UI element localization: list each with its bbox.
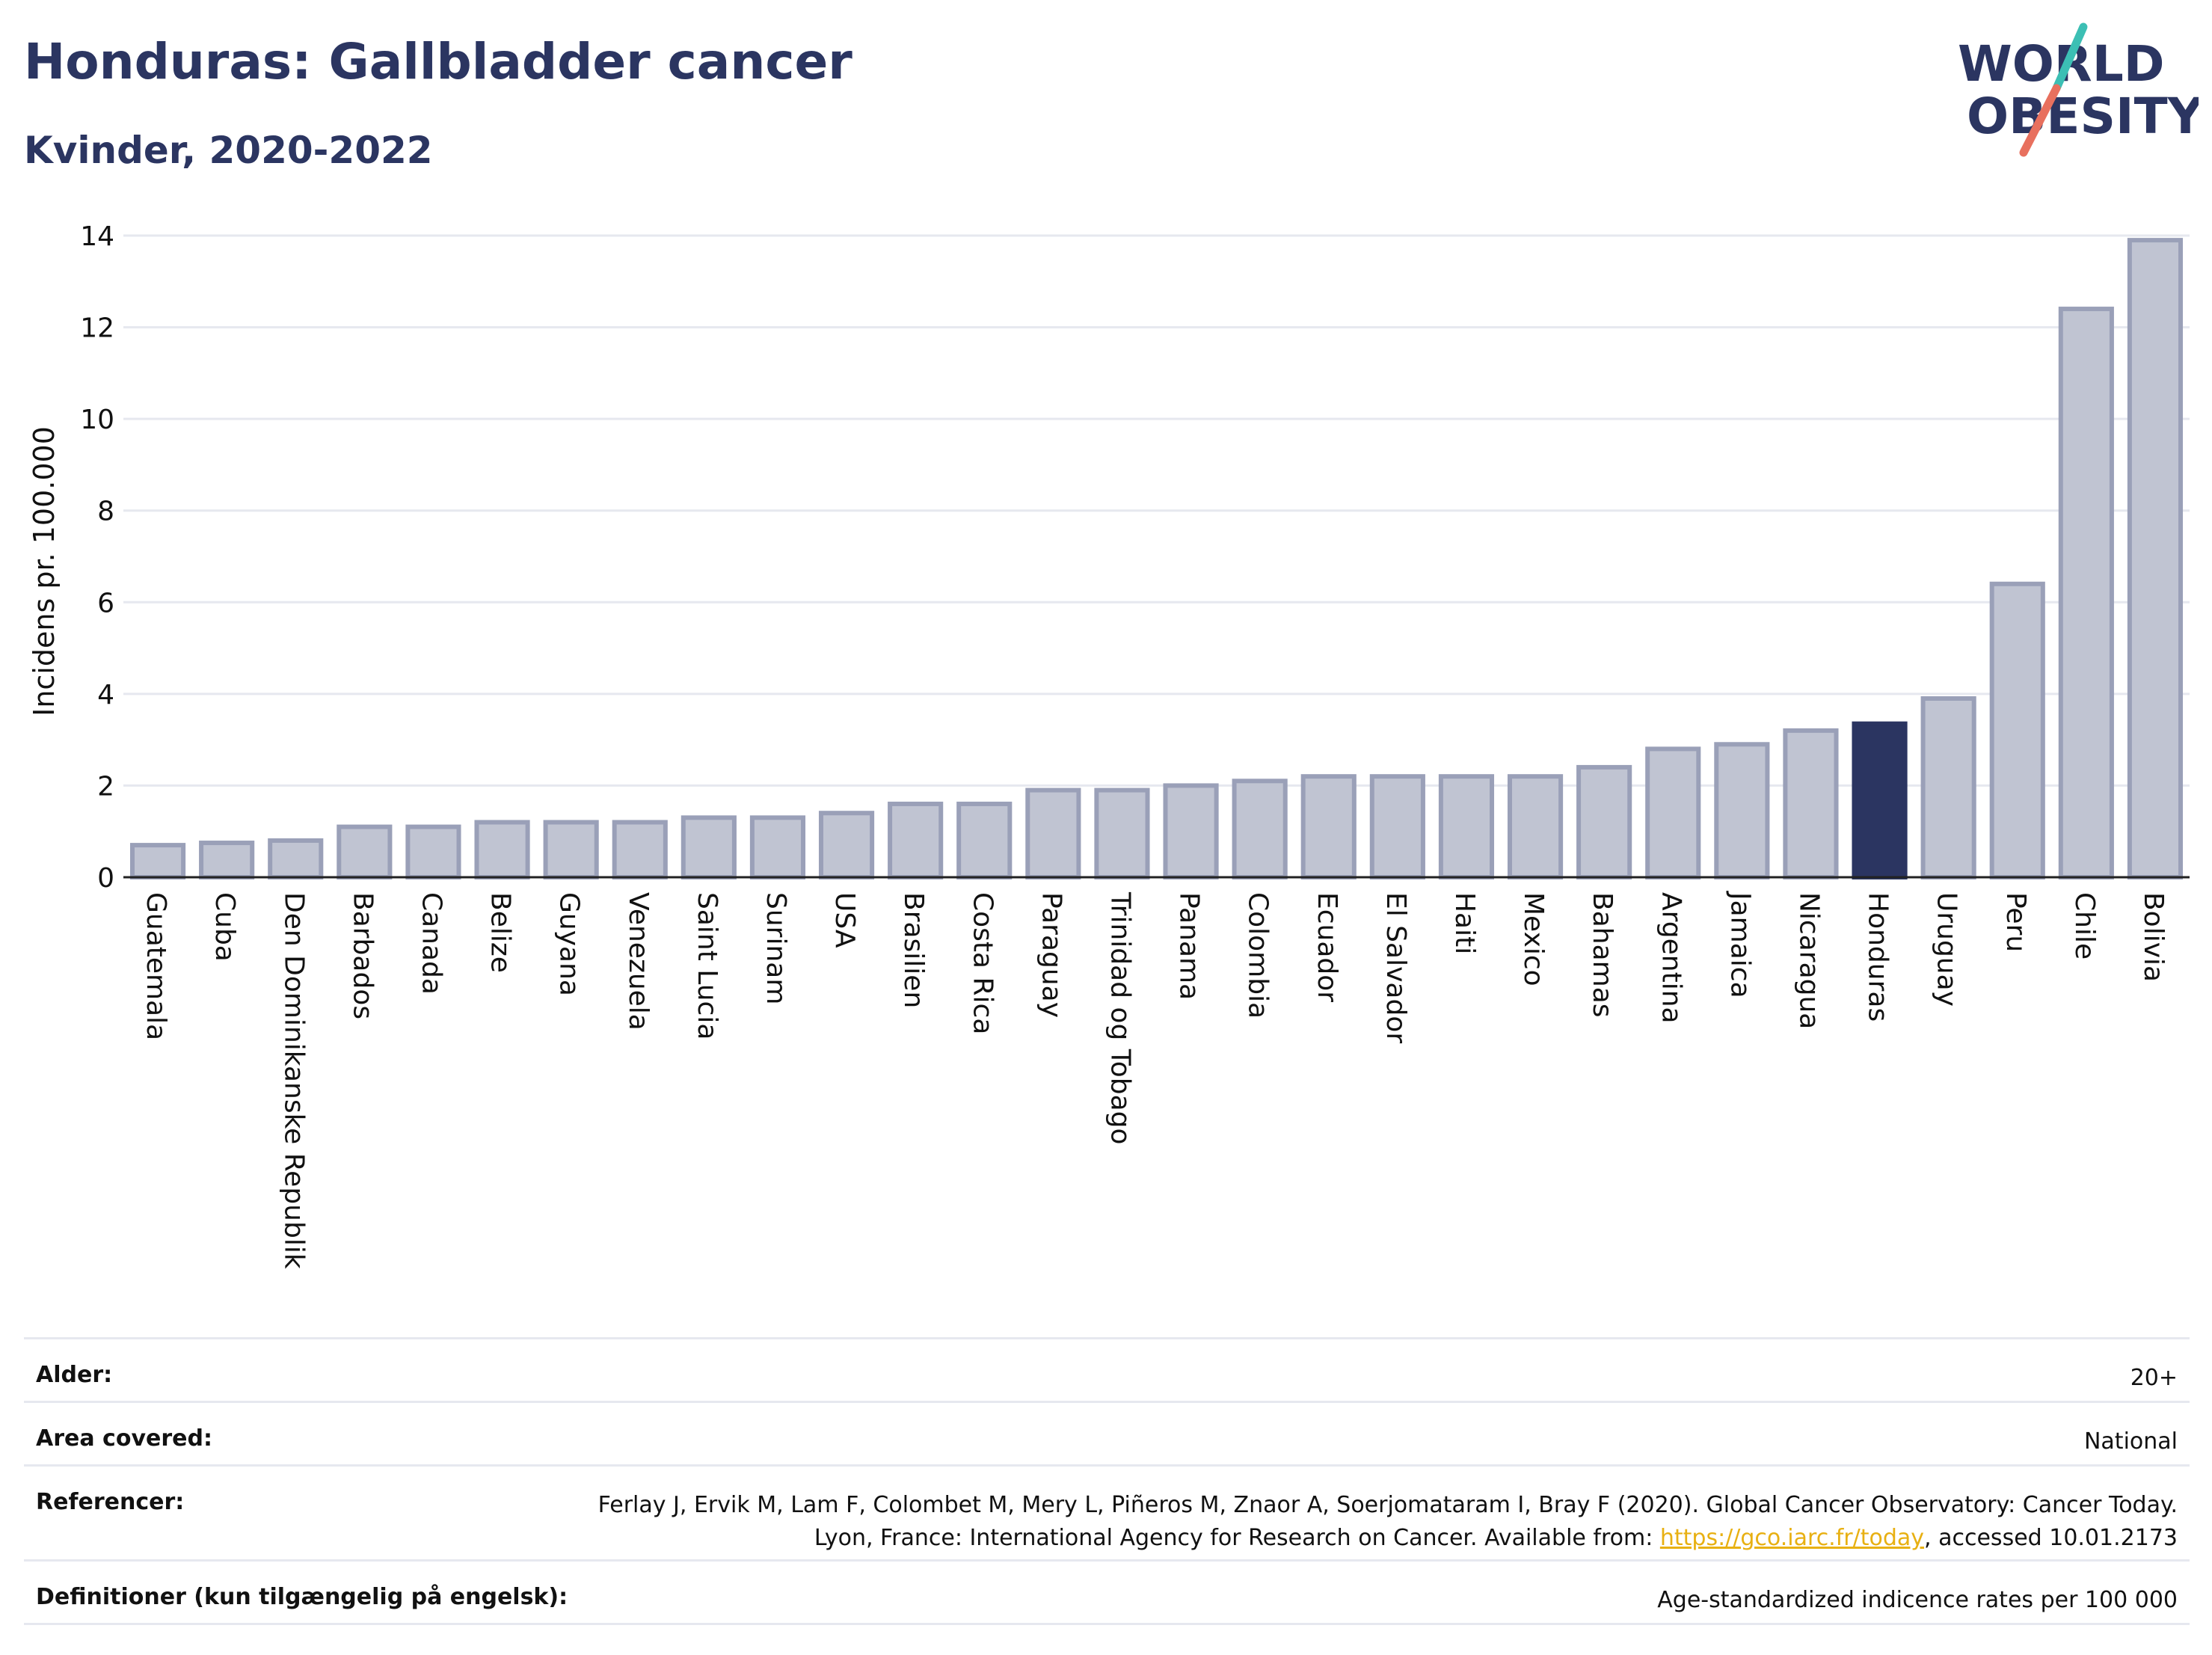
- y-tick-label: 8: [97, 497, 114, 527]
- bar-saint-lucia[interactable]: [681, 815, 737, 880]
- bar-guatemala[interactable]: [129, 843, 186, 879]
- gridlines: [123, 234, 2190, 787]
- y-tick-label: 10: [80, 405, 114, 435]
- x-tick-label: Guatemala: [141, 892, 171, 1040]
- bar-costa-rica[interactable]: [956, 801, 1013, 880]
- x-tick-label: Saint Lucia: [692, 892, 722, 1040]
- x-tick-label: Panama: [1174, 892, 1205, 1000]
- bars: [129, 238, 2184, 880]
- y-tick-label: 12: [80, 313, 114, 344]
- bar-argentina[interactable]: [1645, 746, 1701, 880]
- x-tick-label: Mexico: [1518, 892, 1549, 986]
- x-tick-label: Peru: [2000, 892, 2031, 952]
- logo-text-obesity: OBESITY: [1967, 87, 2199, 145]
- bar-haiti[interactable]: [1438, 774, 1495, 879]
- y-axis-ticks: 0 2 4 6 8 10 12 14: [80, 221, 114, 894]
- x-tick-label: Nicaragua: [1793, 892, 1824, 1029]
- bar-usa[interactable]: [818, 811, 875, 879]
- meta-area-value: National: [580, 1401, 2190, 1466]
- ref-text: Ferlay J, Ervik M, Lam F, Colombet M, Me…: [597, 1492, 2178, 1551]
- x-tick-label: El Salvador: [1380, 892, 1411, 1043]
- bar-surinam[interactable]: [749, 815, 806, 880]
- y-axis-label: Incidens pr. 100.000: [28, 426, 61, 716]
- bar-belize[interactable]: [474, 820, 530, 880]
- x-tick-label: Jamaica: [1724, 891, 1755, 998]
- meta-def-value: Age-standardized indicence rates per 100…: [580, 1559, 2190, 1625]
- bar-panama[interactable]: [1163, 783, 1219, 880]
- bar-barbados[interactable]: [337, 824, 393, 879]
- bar-paraguay[interactable]: [1025, 787, 1081, 879]
- ref-accessed: , accessed 10.01.2173: [1924, 1525, 2178, 1551]
- x-tick-label: Argentina: [1656, 892, 1686, 1024]
- bar-chile[interactable]: [2058, 307, 2114, 879]
- bar-canada[interactable]: [405, 824, 461, 879]
- x-tick-label: Ecuador: [1312, 892, 1342, 1002]
- x-tick-label: Trinidad og Tobago: [1105, 891, 1135, 1145]
- bar-brasilien[interactable]: [888, 801, 944, 880]
- bar-bahamas[interactable]: [1576, 764, 1632, 880]
- meta-row-definitions: Definitioner (kun tilgængelig på engelsk…: [24, 1559, 2190, 1625]
- bar-ecuador[interactable]: [1300, 774, 1357, 879]
- x-tick-label: Costa Rica: [967, 892, 998, 1034]
- meta-row-area: Area covered: National: [24, 1401, 2190, 1466]
- x-tick-label: Brasilien: [898, 892, 929, 1008]
- y-tick-label: 14: [80, 221, 114, 252]
- metadata-table: Alder: 20+ Area covered: National Refere…: [24, 1337, 2190, 1625]
- x-tick-label: Venezuela: [623, 892, 654, 1031]
- bar-chart: 0 2 4 6 8 10 12 14 Guatemala Cuba Den Dominikansk…: [28, 221, 2190, 1269]
- meta-row-references: Referencer: Ferlay J, Ervik M, Lam F, Co…: [24, 1464, 2190, 1561]
- bar-cuba[interactable]: [199, 841, 255, 880]
- bar-peru[interactable]: [1989, 581, 2045, 879]
- x-tick-label: Den Dominikanske Republik: [278, 892, 309, 1269]
- meta-def-label: Definitioner (kun tilgængelig på engelsk…: [24, 1559, 580, 1625]
- y-tick-label: 6: [97, 588, 114, 618]
- bar-nicaragua[interactable]: [1783, 728, 1839, 880]
- y-tick-label: 0: [97, 863, 114, 894]
- page-subtitle: Kvinder, 2020-2022: [24, 129, 433, 172]
- bar-colombia[interactable]: [1232, 779, 1288, 880]
- x-tick-label: Uruguay: [1932, 892, 1962, 1007]
- meta-age-value: 20+: [580, 1337, 2190, 1402]
- x-tick-label: USA: [829, 892, 860, 948]
- x-tick-label: Haiti: [1449, 892, 1480, 954]
- bar-trinidad-og-tobago[interactable]: [1094, 787, 1150, 879]
- bar-uruguay[interactable]: [1920, 696, 1976, 879]
- bar-mexico[interactable]: [1507, 774, 1564, 879]
- y-tick-label: 2: [97, 771, 114, 802]
- x-tick-label: Barbados: [347, 892, 378, 1019]
- bar-venezuela[interactable]: [612, 820, 668, 880]
- x-tick-label: Chile: [2069, 892, 2100, 959]
- logo-slash-coral: [2019, 84, 2061, 157]
- meta-age-label: Alder:: [24, 1337, 580, 1402]
- page-title: Honduras: Gallbladder cancer: [24, 33, 852, 90]
- bar-guyana[interactable]: [543, 820, 599, 880]
- x-tick-label: Honduras: [1863, 892, 1893, 1022]
- x-tick-label: Surinam: [761, 892, 791, 1004]
- bar-bolivia[interactable]: [2127, 238, 2184, 879]
- bar-den-dominikanske-republik[interactable]: [268, 838, 324, 880]
- x-tick-label: Belize: [485, 892, 516, 973]
- world-obesity-logo: WORLD OBESITY: [1958, 22, 2199, 157]
- bar-jamaica[interactable]: [1714, 742, 1770, 879]
- x-axis-labels: Guatemala Cuba Den Dominikanske Republik Ba…: [141, 891, 2169, 1269]
- meta-row-age: Alder: 20+: [24, 1337, 2190, 1402]
- bar-el-salvador[interactable]: [1369, 774, 1425, 879]
- x-tick-label: Bahamas: [1587, 892, 1617, 1018]
- meta-ref-label: Referencer:: [24, 1464, 580, 1561]
- meta-ref-value: Ferlay J, Ervik M, Lam F, Colombet M, Me…: [580, 1464, 2190, 1561]
- logo-slash-teal: [2052, 22, 2088, 93]
- y-tick-label: 4: [97, 680, 114, 710]
- x-tick-label: Canada: [416, 892, 446, 995]
- x-tick-label: Bolivia: [2138, 892, 2169, 982]
- x-tick-label: Paraguay: [1036, 892, 1066, 1018]
- x-tick-label: Guyana: [554, 892, 585, 996]
- ref-link[interactable]: https://gco.iarc.fr/today: [1659, 1525, 1925, 1551]
- bar-honduras[interactable]: [1852, 721, 1908, 880]
- meta-area-label: Area covered:: [24, 1401, 580, 1466]
- x-tick-label: Cuba: [209, 892, 240, 962]
- x-tick-label: Colombia: [1243, 892, 1274, 1019]
